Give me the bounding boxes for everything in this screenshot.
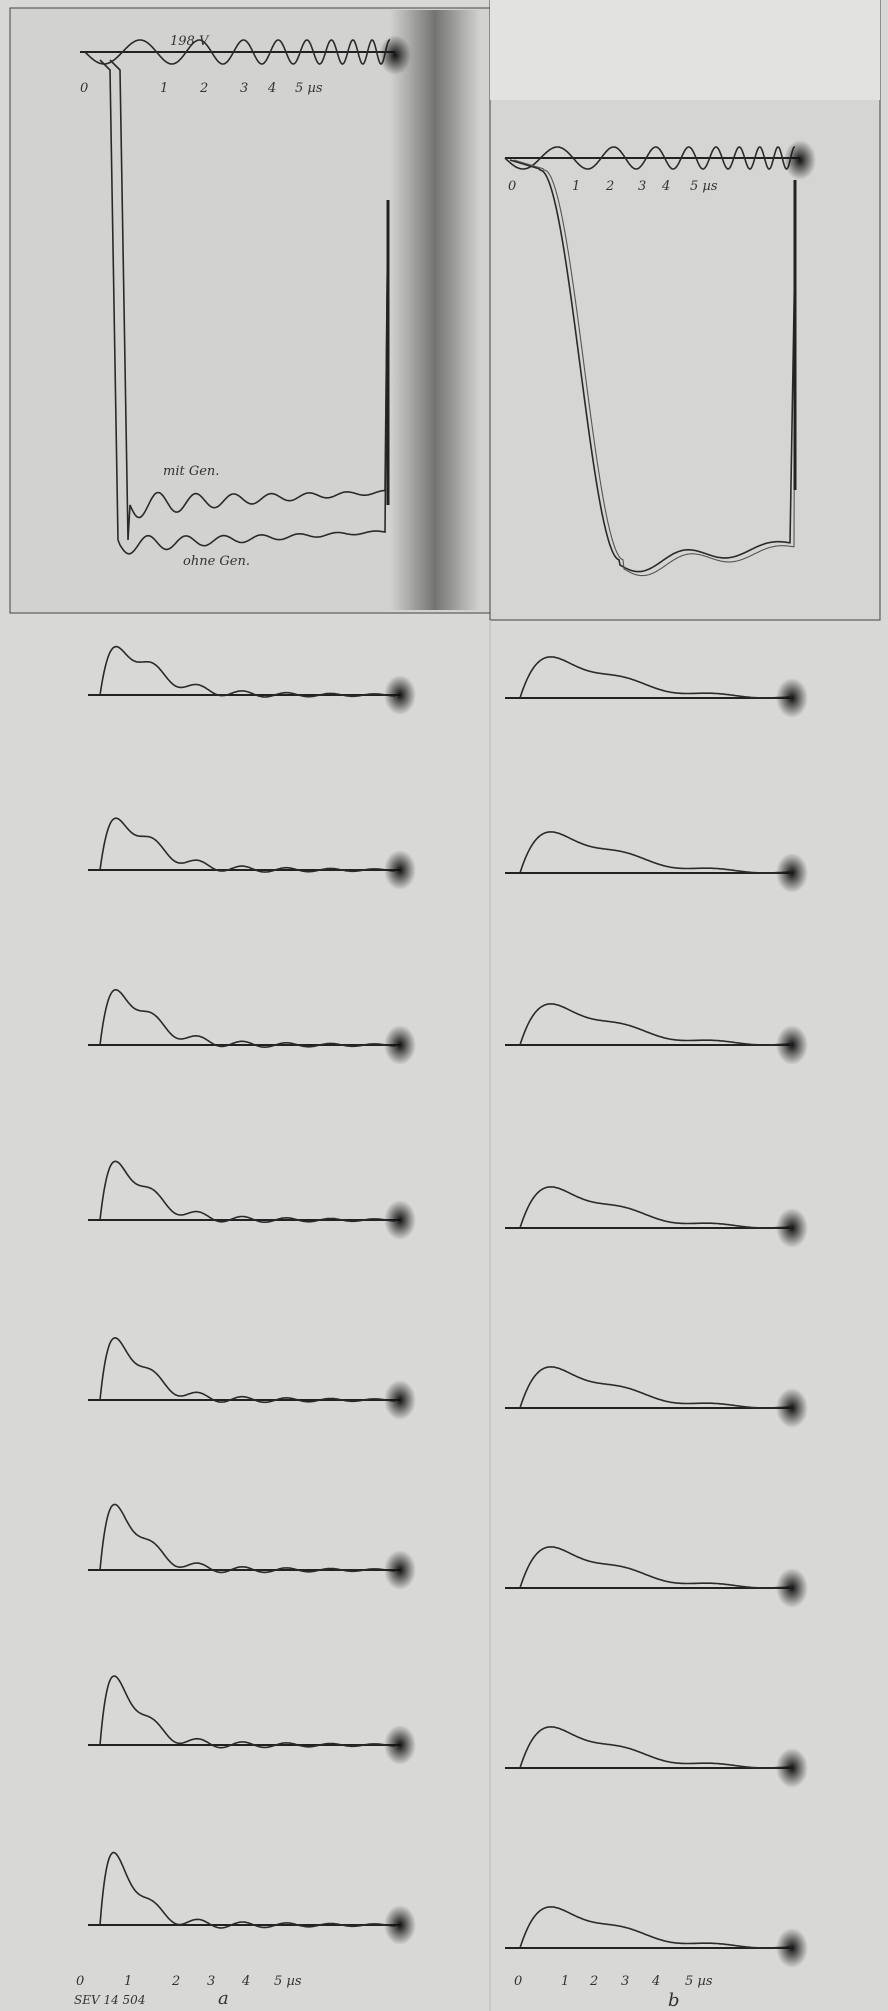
time-label: 4	[651, 1974, 660, 1989]
trace	[99, 989, 395, 1049]
trace	[519, 1906, 791, 1949]
time-label: 5 µs	[295, 81, 323, 96]
spot	[776, 853, 808, 893]
spot	[384, 1025, 416, 1065]
time-label: 1	[124, 1974, 132, 1989]
time-label: 3	[621, 1974, 629, 1989]
time-label: 3	[207, 1974, 215, 1989]
time-label: 0	[80, 81, 88, 96]
trace	[99, 1675, 395, 1749]
time-label: 5 µs	[685, 1974, 713, 1989]
trace	[519, 656, 791, 699]
trace	[519, 1003, 791, 1046]
spot	[784, 140, 816, 180]
spot	[776, 1928, 808, 1968]
spot	[384, 1550, 416, 1590]
time-label: 4	[241, 1974, 250, 1989]
trace	[504, 146, 796, 170]
voltage-label: 198 V	[170, 34, 210, 49]
time-label: 5 µs	[274, 1974, 302, 1989]
spot	[776, 1025, 808, 1065]
spot	[776, 1208, 808, 1248]
panel-top-b-strip	[490, 0, 880, 100]
trace	[99, 1336, 395, 1404]
time-label: 3	[638, 179, 646, 194]
trace-label: mit Gen.	[163, 464, 219, 479]
trace-label: ohne Gen.	[183, 554, 250, 569]
column-label: b	[668, 1990, 680, 2011]
trace	[519, 1726, 791, 1769]
spot	[776, 1388, 808, 1428]
time-label: 0	[76, 1974, 84, 1989]
figure-number: SEV 14 504	[74, 1993, 145, 2007]
time-label: 4	[267, 81, 276, 96]
time-label: 1	[160, 81, 168, 96]
spot	[384, 1380, 416, 1420]
spot	[379, 35, 411, 75]
spot	[384, 1905, 416, 1945]
time-label: 4	[661, 179, 670, 194]
trace	[99, 1160, 395, 1223]
spot	[384, 1725, 416, 1765]
time-label: 2	[589, 1974, 598, 1989]
trace	[519, 1546, 791, 1589]
trace	[99, 59, 389, 555]
trace	[519, 1366, 791, 1409]
time-label: 2	[199, 81, 208, 96]
time-label: 3	[240, 81, 248, 96]
trace	[519, 831, 791, 874]
time-label: 2	[605, 179, 614, 194]
trace	[99, 645, 395, 698]
trace	[84, 39, 391, 65]
time-label: 1	[561, 1974, 569, 1989]
time-label: 2	[171, 1974, 180, 1989]
trace	[513, 159, 796, 577]
trace	[99, 1503, 395, 1574]
spot	[384, 850, 416, 890]
labels: 198 V 0 1 2 3 4 5 µs mit Gen. ohne Gen. …	[74, 34, 718, 2011]
time-label: 0	[508, 179, 516, 194]
spot	[776, 1568, 808, 1608]
shadow	[390, 10, 480, 610]
spot	[384, 1200, 416, 1240]
time-label: 5 µs	[690, 179, 718, 194]
trace	[509, 159, 796, 573]
panel-top-b	[489, 0, 881, 621]
trace	[99, 817, 395, 873]
spot	[776, 678, 808, 718]
spot	[776, 1748, 808, 1788]
trace	[109, 59, 389, 541]
spot	[384, 675, 416, 715]
time-label: 1	[572, 179, 580, 194]
time-label: 0	[514, 1974, 522, 1989]
column-label: a	[218, 1988, 229, 2009]
trace	[519, 1186, 791, 1229]
trace	[99, 1851, 395, 1929]
